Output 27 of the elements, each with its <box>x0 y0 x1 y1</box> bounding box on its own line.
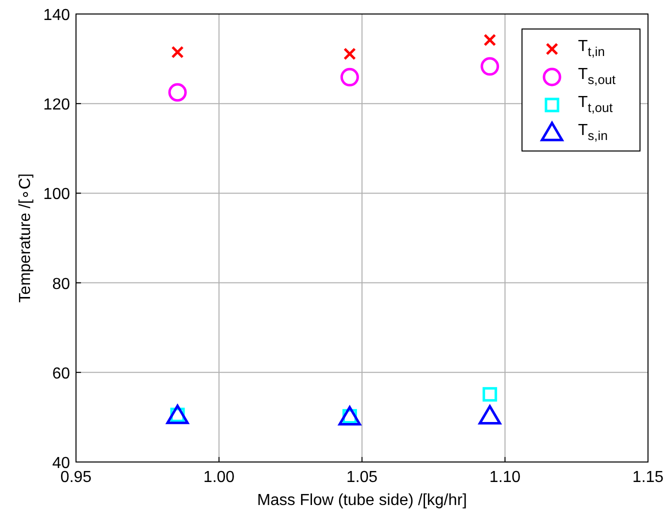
legend-label: T$_{s,out}$ <box>578 66 616 87</box>
point <box>166 404 189 424</box>
x-tick-label: 1.00 <box>203 469 235 486</box>
y-tick-label: 60 <box>52 365 70 382</box>
y-tick-label: 140 <box>43 7 70 24</box>
point <box>171 46 184 58</box>
y-tick-label: 100 <box>43 186 70 204</box>
point <box>340 68 359 86</box>
point <box>343 48 356 60</box>
legend-label: T$_{s,in}$ <box>578 122 608 143</box>
x-tick-label: 0.95 <box>60 469 92 486</box>
y-tick-label: 40 <box>52 455 70 472</box>
point <box>338 406 361 426</box>
y-tick-label: 80 <box>52 276 70 293</box>
y-tick-label: 120 <box>43 96 70 114</box>
x-tick-label: 1.10 <box>489 469 521 486</box>
point <box>480 57 500 76</box>
point <box>482 387 498 402</box>
point <box>484 34 496 46</box>
x-tick-label: 1.15 <box>632 469 664 486</box>
x-axis-title: Mass Flow (tube side) /[kg/hr] <box>257 492 467 509</box>
point <box>478 405 502 425</box>
x-tick-label: 1.05 <box>346 469 378 486</box>
y-axis-title: Temperature /[∘C] <box>17 173 34 303</box>
point <box>168 83 187 102</box>
legend-label: T$_{t,in}$ <box>578 38 605 59</box>
legend-label: T$_{t,out}$ <box>578 94 614 115</box>
